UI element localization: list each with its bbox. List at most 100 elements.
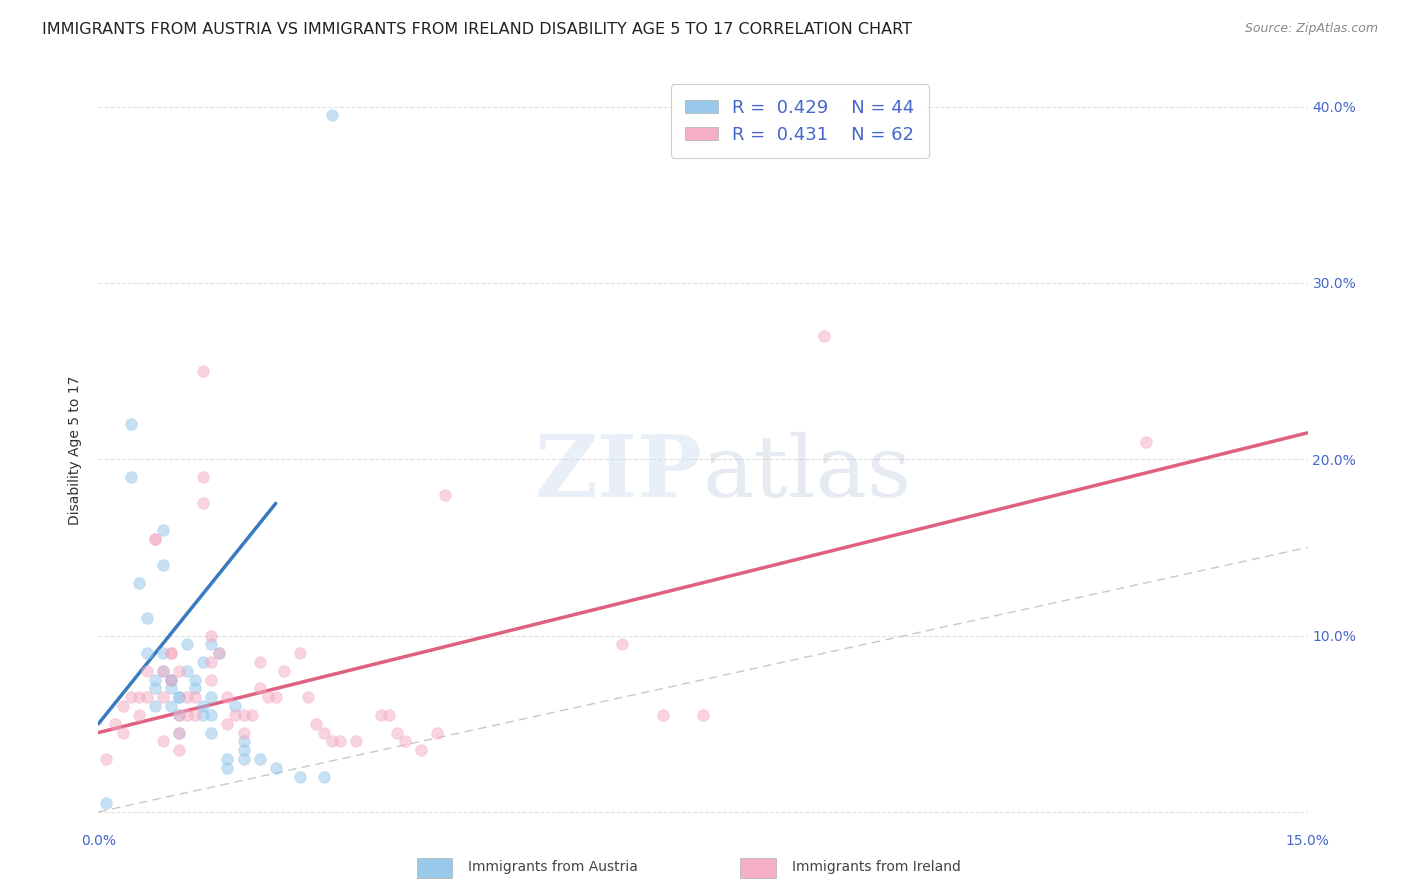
Point [232, 743, 254, 757]
Point [232, 734, 254, 748]
Point [176, 637, 198, 651]
Point [184, 673, 207, 687]
Point [103, 716, 125, 731]
Point [1135, 434, 1157, 449]
Y-axis label: Disability Age 5 to 17: Disability Age 5 to 17 [69, 376, 83, 525]
Point [160, 699, 183, 714]
Point [135, 690, 157, 705]
Point [184, 690, 207, 705]
Text: Immigrants from Ireland: Immigrants from Ireland [792, 860, 960, 874]
Point [217, 716, 239, 731]
Point [96, 752, 118, 766]
Point [184, 681, 207, 696]
Text: IMMIGRANTS FROM AUSTRIA VS IMMIGRANTS FROM IRELAND DISABILITY AGE 5 TO 17 CORREL: IMMIGRANTS FROM AUSTRIA VS IMMIGRANTS FR… [42, 22, 912, 37]
Point [152, 664, 174, 678]
Point [152, 664, 174, 678]
Point [111, 725, 134, 739]
Point [176, 708, 198, 723]
Point [208, 646, 231, 660]
Point [224, 708, 246, 723]
Point [200, 708, 222, 723]
Point [167, 743, 190, 757]
Point [240, 708, 263, 723]
Point [200, 637, 222, 651]
Point [143, 699, 166, 714]
Point [167, 690, 190, 705]
Point [692, 708, 714, 723]
Point [160, 646, 183, 660]
Point [314, 725, 336, 739]
Point [184, 708, 207, 723]
Point [152, 558, 174, 572]
Point [200, 725, 222, 739]
Point [167, 708, 190, 723]
Point [176, 664, 198, 678]
Point [297, 690, 319, 705]
Point [273, 664, 295, 678]
Legend: R =  0.429    N = 44, R =  0.431    N = 62: R = 0.429 N = 44, R = 0.431 N = 62 [671, 84, 929, 158]
Point [167, 708, 190, 723]
Point [120, 470, 142, 484]
Point [813, 329, 835, 343]
Point [217, 752, 239, 766]
Point [128, 575, 150, 590]
Point [232, 708, 254, 723]
Point [249, 655, 271, 669]
Point [128, 690, 150, 705]
Point [394, 734, 416, 748]
Text: ZIP: ZIP [536, 431, 703, 516]
Point [264, 690, 287, 705]
Point [344, 734, 367, 748]
Point [120, 417, 142, 431]
Point [167, 725, 190, 739]
Point [176, 690, 198, 705]
Point [232, 725, 254, 739]
Point [193, 655, 215, 669]
Point [200, 673, 222, 687]
Point [434, 487, 457, 501]
Point [249, 681, 271, 696]
Point [160, 681, 183, 696]
Point [217, 761, 239, 775]
Point [128, 708, 150, 723]
Point [264, 761, 287, 775]
Point [217, 690, 239, 705]
Point [370, 708, 392, 723]
Point [167, 664, 190, 678]
Point [193, 708, 215, 723]
Point [200, 655, 222, 669]
Point [224, 699, 246, 714]
Point [160, 673, 183, 687]
Point [256, 690, 278, 705]
Point [152, 690, 174, 705]
Bar [416, 858, 453, 878]
Point [152, 734, 174, 748]
Point [200, 690, 222, 705]
Point [409, 743, 432, 757]
Point [193, 496, 215, 510]
Point [321, 734, 343, 748]
Point [160, 646, 183, 660]
Text: Source: ZipAtlas.com: Source: ZipAtlas.com [1244, 22, 1378, 36]
Point [193, 364, 215, 378]
Point [377, 708, 399, 723]
Point [193, 699, 215, 714]
Point [314, 770, 336, 784]
Point [305, 716, 328, 731]
Text: atlas: atlas [703, 432, 912, 515]
Point [135, 646, 157, 660]
Point [160, 673, 183, 687]
Point [193, 470, 215, 484]
Point [208, 646, 231, 660]
Point [249, 752, 271, 766]
Point [160, 673, 183, 687]
Point [143, 532, 166, 546]
Point [232, 752, 254, 766]
Point [96, 796, 118, 810]
Point [152, 646, 174, 660]
Point [288, 646, 311, 660]
Point [135, 664, 157, 678]
Point [612, 637, 634, 651]
Point [111, 699, 134, 714]
Point [200, 629, 222, 643]
